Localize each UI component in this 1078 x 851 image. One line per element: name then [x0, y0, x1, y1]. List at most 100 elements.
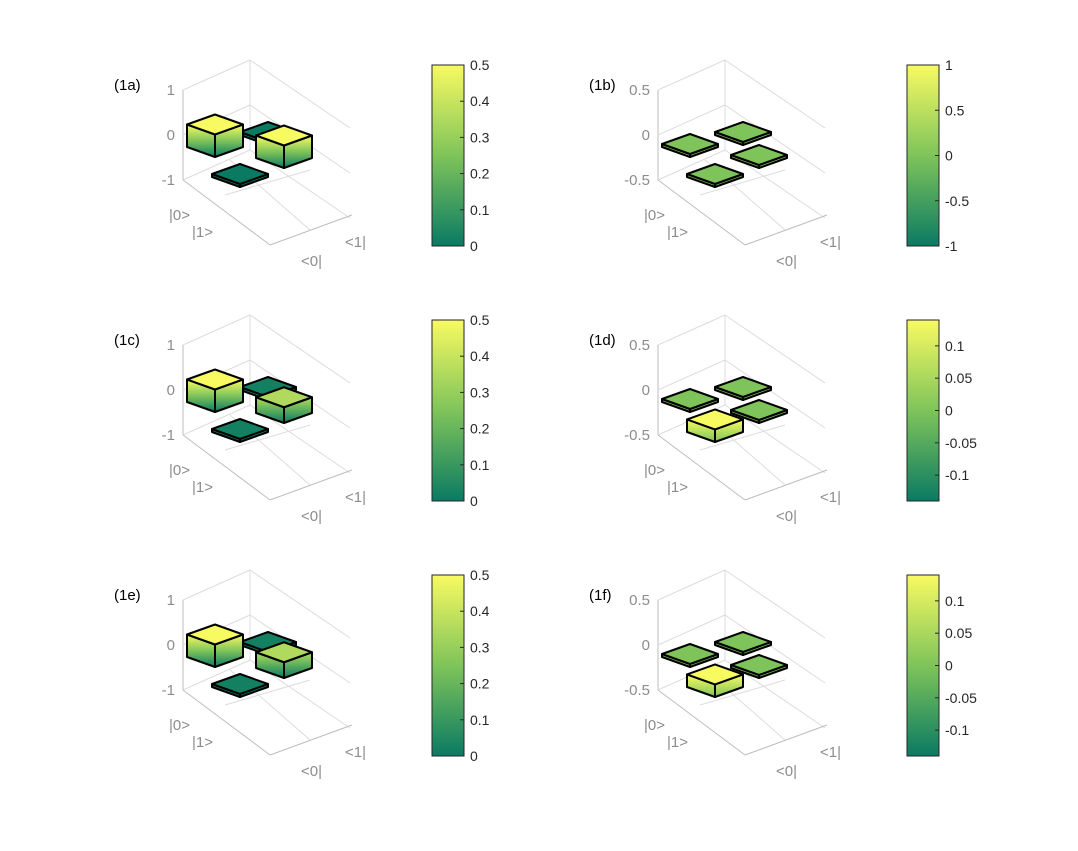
grid-line	[724, 359, 826, 429]
z-tick-label: 0	[642, 637, 650, 654]
grid-line	[224, 679, 311, 706]
colorbar-tick-label: -0.1	[945, 722, 969, 738]
row-label: |1>	[192, 479, 213, 496]
bar-1-0	[686, 163, 744, 188]
colorbar-tick-label: 0.2	[470, 421, 490, 437]
z-tick-label: 0.5	[629, 337, 650, 354]
bar-0-0	[661, 133, 719, 158]
colorbar-tick-label: 0	[945, 403, 953, 419]
grid-line	[182, 314, 251, 346]
z-tick-label: 0	[642, 127, 650, 144]
z-tick-label: 0	[167, 382, 175, 399]
bar-0-0	[186, 623, 244, 668]
colorbar-gradient	[431, 319, 465, 502]
colorbar-tick-label: 0.1	[945, 593, 965, 609]
grid-line	[724, 104, 826, 174]
bar-0-1	[714, 631, 772, 656]
row-label: |0>	[644, 207, 665, 224]
z-tick-label: 0.5	[629, 592, 650, 609]
x-axis-line	[657, 689, 746, 756]
grid-line	[182, 569, 251, 601]
grid-line	[699, 679, 786, 706]
col-label: <1|	[345, 744, 366, 761]
colorbar-tick-label: 0	[945, 658, 953, 674]
z-tick-label: 1	[167, 82, 175, 99]
colorbar-tick-label: 1	[945, 57, 953, 73]
bar-1-1	[730, 654, 788, 679]
grid-line	[657, 614, 726, 646]
colorbar: 0.5 0.4 0.3 0.2 0.1 0	[431, 57, 490, 254]
row-label: |1>	[667, 479, 688, 496]
grid-line	[657, 569, 726, 601]
x-axis-line	[182, 434, 271, 501]
bar-1-0	[211, 673, 269, 698]
col-label: <1|	[345, 489, 366, 506]
grid-line	[657, 59, 726, 91]
grid-line	[657, 314, 726, 346]
grid-line	[699, 169, 786, 196]
z-tick-label: 0	[642, 382, 650, 399]
density-plot-1: (1a) 1 0 -1 |0>|1> <0| <1| 0.5 0.4 0.3 0.2 0.1 0	[114, 57, 490, 270]
z-tick-label: 0.5	[629, 82, 650, 99]
row-label: |0>	[644, 717, 665, 734]
grid-line	[724, 614, 826, 684]
colorbar-tick-label: 0	[945, 148, 953, 164]
colorbar-tick-label: 0.05	[945, 370, 972, 386]
colorbar: 0.5 0.4 0.3 0.2 0.1 0	[431, 312, 490, 509]
z-tick-label: -1	[162, 682, 175, 699]
colorbar-tick-label: 0	[470, 748, 478, 764]
colorbar-gradient	[906, 64, 940, 247]
colorbar-tick-label: 0.2	[470, 166, 490, 182]
density-plot-5: (1e) 1 0 -1 |0>|1> <0| <1| 0.5 0.4 0.3 0.2 0.1 0	[114, 567, 490, 780]
bar-1-1	[730, 144, 788, 169]
colorbar-tick-label: 0.1	[470, 712, 490, 728]
colorbar-tick-label: 0.5	[945, 102, 965, 118]
bar-1-0	[211, 418, 269, 443]
z-tick-label: 0	[167, 637, 175, 654]
colorbar-tick-label: -0.1	[945, 467, 969, 483]
row-label: |1>	[192, 224, 213, 241]
colorbar: 0.5 0.4 0.3 0.2 0.1 0	[431, 567, 490, 764]
density-plot-6: (1f) 0.5 0 -0.5 |0>|1> <0| <1| 0.1 0.05 0 -0.05 -0.…	[589, 569, 977, 780]
grid-line	[224, 424, 311, 451]
row-label: |1>	[667, 734, 688, 751]
z-tick-label: -1	[162, 427, 175, 444]
colorbar: 1 0.5 0 -0.5 -1	[906, 57, 969, 254]
bar-1-0	[686, 663, 744, 698]
bar-1-1	[730, 399, 788, 424]
colorbar-tick-label: 0.1	[470, 202, 490, 218]
z-tick-label: 0	[167, 127, 175, 144]
colorbar-tick-label: 0.4	[470, 603, 490, 619]
col-label: <0|	[301, 508, 322, 525]
row-label: |0>	[169, 207, 190, 224]
panel-label: (1b)	[589, 77, 616, 94]
col-label: <0|	[776, 253, 797, 270]
panel-label: (1a)	[114, 77, 141, 94]
colorbar-tick-label: 0.5	[470, 57, 490, 73]
col-label: <0|	[301, 763, 322, 780]
grid-line	[657, 359, 726, 391]
bar-0-0	[661, 388, 719, 413]
colorbar-tick-label: 0.5	[470, 312, 490, 328]
z-tick-label: -0.5	[624, 427, 650, 444]
density-plot-2: (1b) 0.5 0 -0.5 |0>|1> <0| <1| 1 0.5 0 -0.5 -1	[589, 57, 969, 270]
colorbar-gradient	[906, 319, 940, 502]
colorbar-tick-label: 0	[470, 493, 478, 509]
grid-line	[657, 149, 726, 181]
bar-0-0	[186, 113, 244, 158]
colorbar: 0.1 0.05 0 -0.05 -0.1	[906, 319, 977, 502]
colorbar-tick-label: 0.1	[945, 338, 965, 354]
col-label: <1|	[820, 744, 841, 761]
grid-line	[249, 569, 351, 639]
colorbar-tick-label: 0.2	[470, 676, 490, 692]
colorbar-gradient	[431, 574, 465, 757]
bar-1-1	[255, 386, 313, 424]
col-label: <1|	[820, 234, 841, 251]
grid-line	[249, 314, 351, 384]
z-tick-label: -0.5	[624, 172, 650, 189]
bar-0-1	[714, 121, 772, 146]
row-label: |0>	[169, 462, 190, 479]
density-plot-3: (1c) 1 0 -1 |0>|1> <0| <1| 0.5 0.4 0.3 0.2 0.1 0	[114, 312, 490, 525]
colorbar-gradient	[431, 64, 465, 247]
x-axis-line	[657, 434, 746, 501]
